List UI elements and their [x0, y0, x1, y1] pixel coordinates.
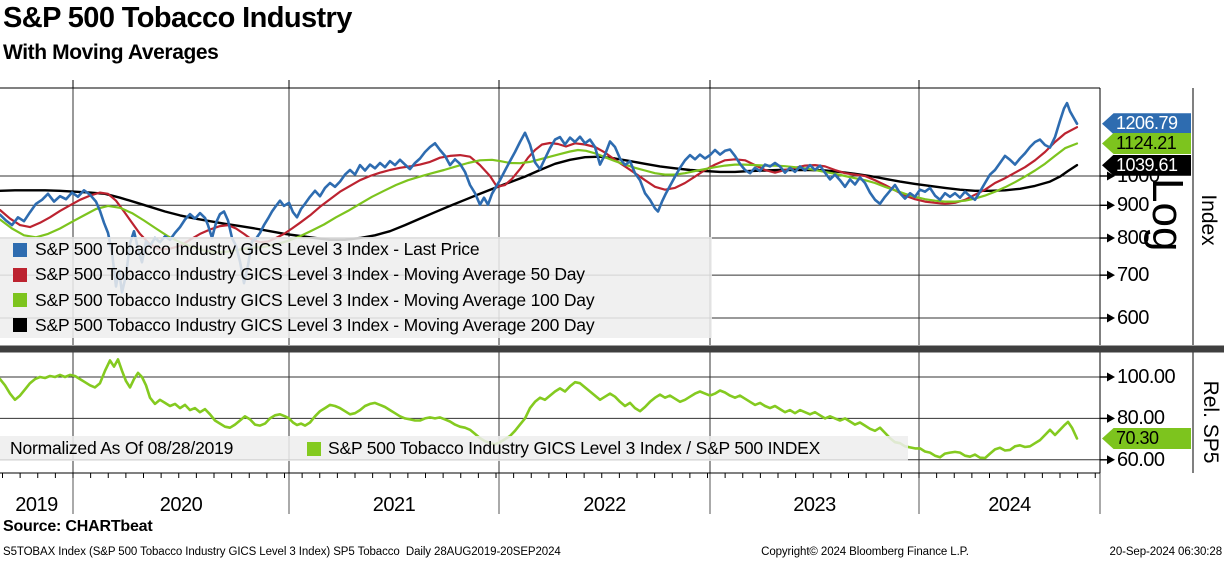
- rel-sp5-axis-label: Rel. SP5: [1199, 380, 1222, 464]
- legend-row[interactable]: S&P 500 Tobacco Industry GICS Level 3 In…: [0, 315, 712, 336]
- footer-ticker-info: S5TOBAX Index (S&P 500 Tobacco Industry …: [3, 546, 561, 558]
- y-tick-label: 900: [1117, 194, 1149, 217]
- last-value-tag: 1039.61: [1102, 154, 1191, 176]
- page-subtitle: With Moving Averages: [3, 41, 219, 64]
- series-swatch-icon: [13, 293, 27, 308]
- y-tick-label: 700: [1117, 264, 1149, 287]
- ratio-series-swatch-icon: [307, 441, 321, 456]
- year-label: 2019: [15, 494, 58, 516]
- y-tick-label: 100.00: [1117, 366, 1176, 388]
- legend-row[interactable]: S&P 500 Tobacco Industry GICS Level 3 In…: [0, 290, 712, 311]
- series-swatch-icon: [13, 267, 27, 282]
- legend-row[interactable]: S&P 500 Tobacco Industry GICS Level 3 In…: [0, 239, 712, 260]
- footer-copyright: Copyright© 2024 Bloomberg Finance L.P.: [761, 546, 969, 558]
- last-value-tag: 70.30: [1102, 427, 1191, 449]
- legend-row[interactable]: S&P 500 Tobacco Industry GICS Level 3 In…: [0, 264, 712, 285]
- y-tick-label: 600: [1117, 307, 1149, 329]
- year-label: 2022: [583, 494, 626, 516]
- year-label: 2020: [159, 494, 203, 516]
- last-value-tag: 1206.79: [1102, 113, 1191, 135]
- year-label: 2023: [793, 494, 836, 516]
- y-tick-label: 80.00: [1117, 407, 1165, 430]
- log-scale-watermark: Log: [1143, 178, 1192, 252]
- page-title: S&P 500 Tobacco Industry: [3, 2, 352, 34]
- normalized-note: Normalized As Of 08/28/2019: [10, 438, 234, 458]
- last-value-tag: 1124.21: [1102, 132, 1191, 154]
- series-label: S&P 500 Tobacco Industry GICS Level 3 In…: [35, 239, 480, 260]
- series-label: S&P 500 Tobacco Industry GICS Level 3 In…: [35, 314, 595, 335]
- source-caption: Source: CHARTbeat: [3, 518, 153, 535]
- footer-timestamp: 20-Sep-2024 06:30:28: [1109, 546, 1223, 558]
- index-axis-label: Index: [1197, 194, 1220, 246]
- ratio-panel-legend: Normalized As Of 08/28/2019 S&P 500 Toba…: [0, 436, 908, 461]
- ratio-series-label[interactable]: S&P 500 Tobacco Industry GICS Level 3 In…: [328, 438, 821, 458]
- price-panel-legend: S&P 500 Tobacco Industry GICS Level 3 In…: [0, 237, 712, 338]
- year-label: 2021: [372, 494, 416, 516]
- y-tick-label: 800: [1117, 227, 1149, 250]
- y-tick-label: 60.00: [1117, 448, 1165, 471]
- year-label: 2024: [988, 494, 1031, 516]
- series-label: S&P 500 Tobacco Industry GICS Level 3 In…: [35, 264, 585, 285]
- series-swatch-icon: [13, 318, 27, 333]
- series-label: S&P 500 Tobacco Industry GICS Level 3 In…: [35, 289, 595, 310]
- series-swatch-icon: [13, 242, 27, 257]
